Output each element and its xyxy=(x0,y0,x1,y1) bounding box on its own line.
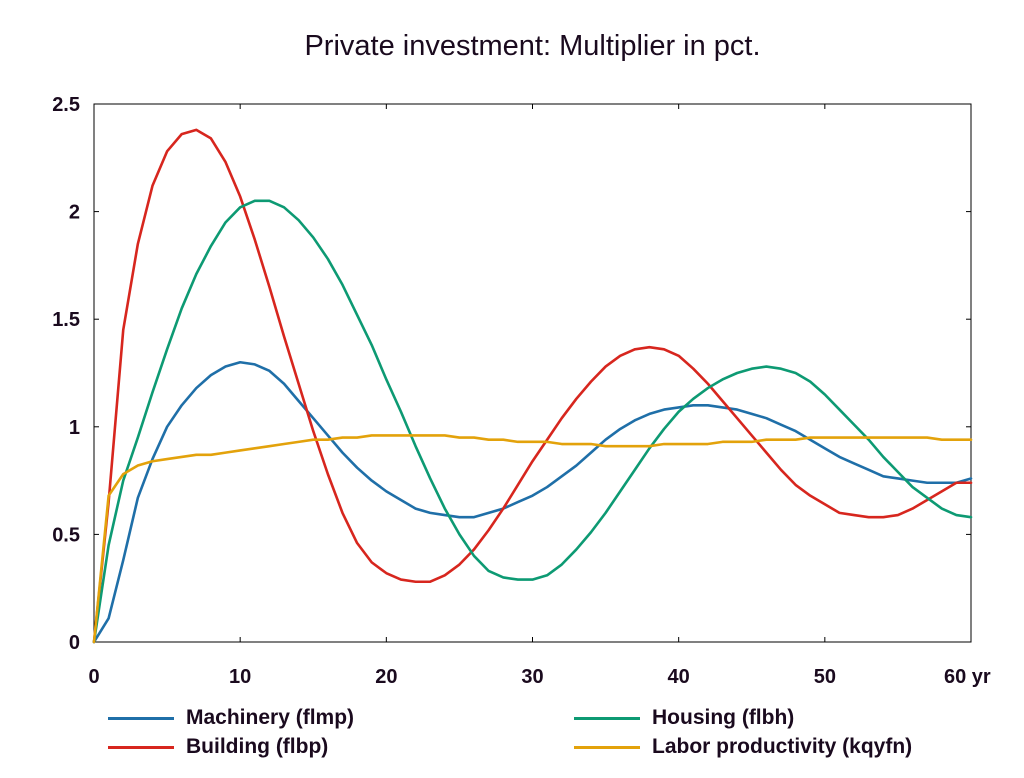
legend-item-machinery: Machinery (flmp) xyxy=(108,703,354,733)
legend-label-machinery: Machinery (flmp) xyxy=(186,706,355,729)
legend: Machinery (flmp) Housing (flbh) Building… xyxy=(0,703,1024,773)
series-line-0 xyxy=(92,360,973,644)
legend-label-building: Building (flbp) xyxy=(186,735,329,758)
legend-item-building: Building (flbp) xyxy=(108,732,328,762)
y-tick-label: 2.5 xyxy=(52,94,80,116)
legend-swatch-labor xyxy=(574,745,640,749)
y-tick-label: 1 xyxy=(69,417,80,439)
legend-label-labor: Labor productivity (kqyfn) xyxy=(652,735,913,758)
y-tick-label: 1.5 xyxy=(52,309,80,331)
x-tick-label: 10 xyxy=(229,666,251,688)
series-line-1 xyxy=(92,128,973,644)
y-tick-label: 2 xyxy=(69,202,80,224)
legend-swatch-housing xyxy=(574,716,640,720)
y-tick-label: 0.5 xyxy=(52,524,80,546)
legend-item-labor: Labor productivity (kqyfn) xyxy=(574,732,912,762)
legend-item-housing: Housing (flbh) xyxy=(574,703,794,733)
plot-frame xyxy=(93,103,972,643)
axes xyxy=(93,103,972,643)
x-tick-label: 60 yr xyxy=(944,666,991,688)
x-tick-label: 20 xyxy=(375,666,397,688)
x-tick-label: 30 xyxy=(521,666,543,688)
legend-swatch-building xyxy=(108,745,174,749)
legend-swatch-machinery xyxy=(108,716,174,720)
axis-ticks: 0 0.5 1 1.5 2 2.5 0 10 20 30 40 50 60 yr xyxy=(52,94,991,688)
series-lines xyxy=(92,128,973,644)
x-tick-label: 40 xyxy=(668,666,690,688)
x-tick-label: 50 xyxy=(814,666,836,688)
legend-label-housing: Housing (flbh) xyxy=(652,706,795,729)
series-line-3 xyxy=(92,434,973,644)
x-tick-label: 0 xyxy=(88,666,99,688)
series-line-2 xyxy=(92,199,973,644)
y-tick-label: 0 xyxy=(69,632,80,654)
chart-title: Private investment: Multiplier in pct. xyxy=(304,30,761,62)
line-chart: 0 0.5 1 1.5 2 2.5 0 10 20 30 40 50 60 yr xyxy=(52,94,991,688)
